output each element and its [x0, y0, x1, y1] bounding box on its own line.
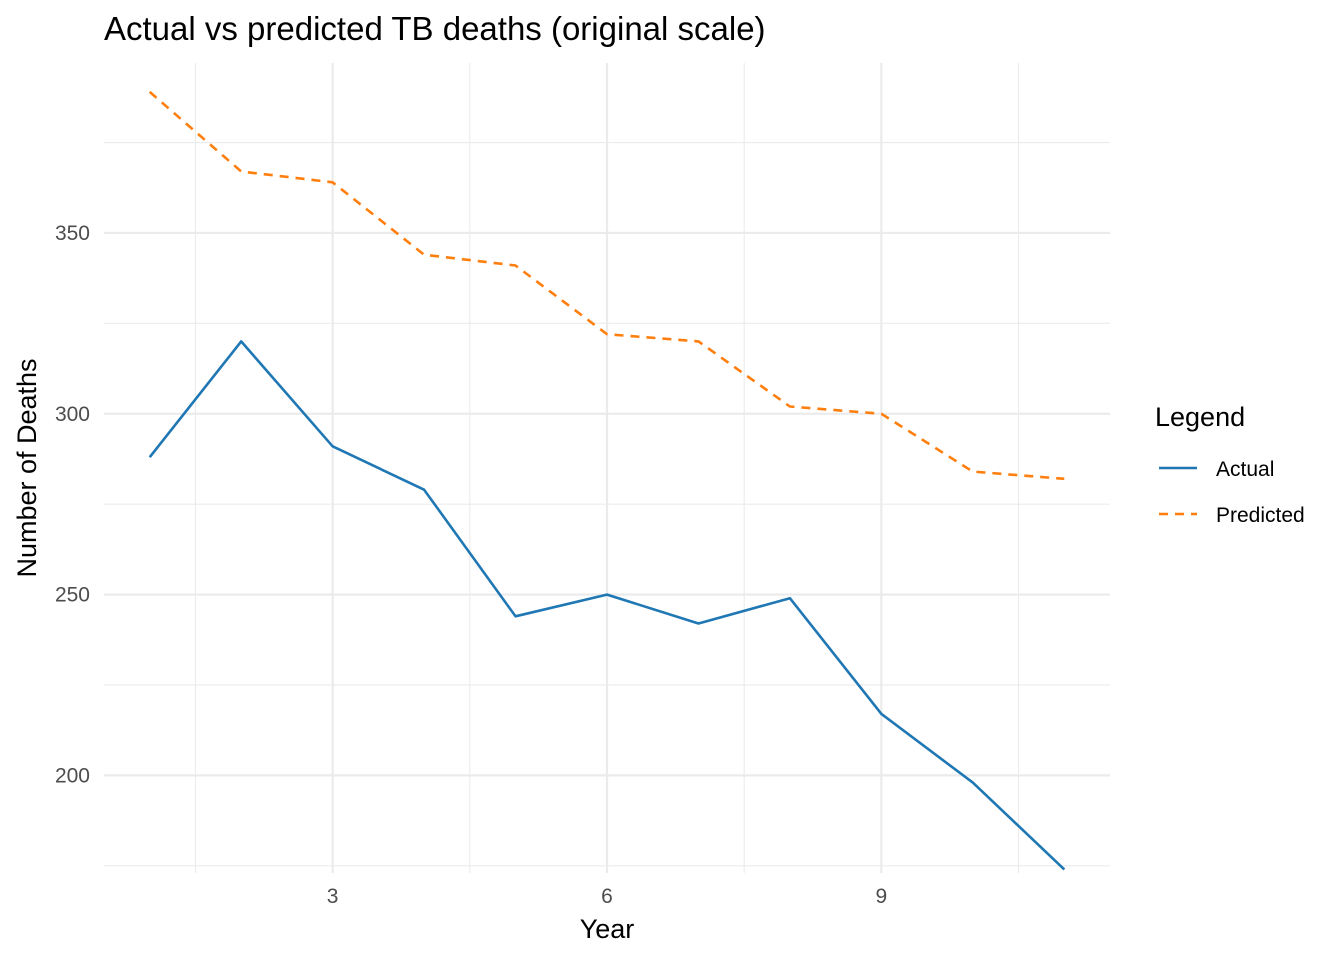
legend-label-predicted: Predicted	[1216, 504, 1305, 527]
major-gridlines	[104, 63, 1110, 873]
legend-title: Legend	[1155, 402, 1245, 432]
x-axis-tick-labels: 3 6 9	[327, 885, 887, 908]
y-tick-label: 350	[55, 222, 90, 245]
y-tick-label: 200	[55, 764, 90, 787]
y-axis-title: Number of Deaths	[12, 358, 42, 577]
legend: Legend Actual Predicted	[1155, 402, 1305, 527]
series-line-predicted	[148, 90, 1065, 481]
y-tick-label: 250	[55, 584, 90, 607]
x-axis-title: Year	[580, 914, 635, 944]
series-lines	[148, 90, 1066, 871]
x-tick-label: 9	[876, 885, 888, 908]
legend-label-actual: Actual	[1216, 458, 1274, 481]
y-axis-tick-labels: 200 250 300 350	[55, 222, 90, 787]
x-tick-label: 6	[601, 885, 613, 908]
legend-items: Actual Predicted	[1159, 458, 1305, 527]
y-tick-label: 300	[55, 403, 90, 426]
series-line-actual	[148, 340, 1066, 871]
x-tick-label: 3	[327, 885, 339, 908]
chart-title: Actual vs predicted TB deaths (original …	[104, 10, 766, 47]
